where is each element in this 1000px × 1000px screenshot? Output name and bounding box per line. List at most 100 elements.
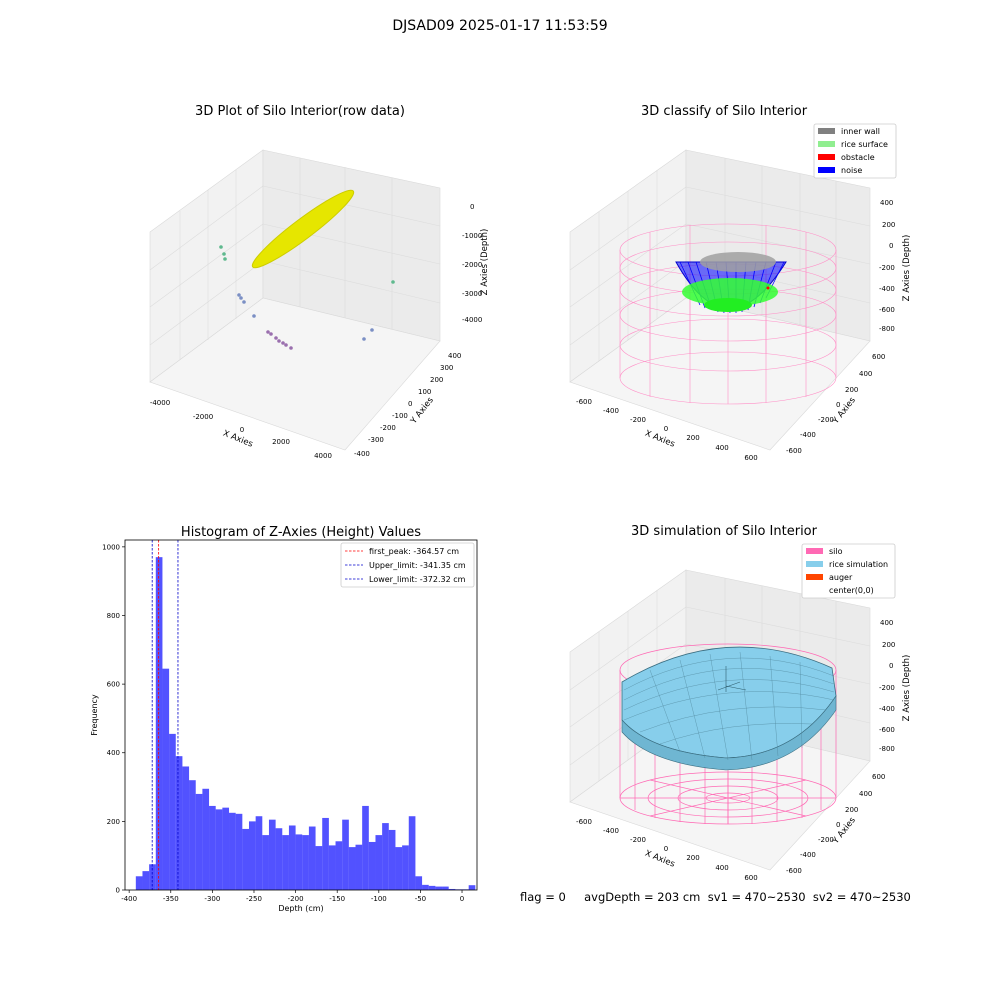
- histogram-bar: [335, 841, 343, 890]
- raw-z-tick: -2000: [462, 261, 482, 269]
- histogram-x-tick-label: -400: [121, 895, 137, 903]
- legend-swatch-silo: [806, 548, 823, 554]
- histogram-y-tick-label: 800: [107, 612, 120, 620]
- classify-3d-plot: -600 -400 -200 0 200 400 600 600 400 200…: [569, 123, 912, 462]
- simulation-y-tick: 400: [859, 790, 872, 798]
- legend-label-auger: auger: [829, 573, 853, 582]
- raw-plot-title: 3D Plot of Silo Interior(row data): [195, 104, 405, 119]
- simulation-rice-surface: [621, 646, 837, 771]
- classify-y-tick: 200: [845, 386, 858, 394]
- classify-y-tick: -200: [818, 416, 834, 424]
- legend-label-noise: noise: [841, 166, 862, 175]
- classify-y-tick: 400: [859, 370, 872, 378]
- histogram-bar: [255, 816, 263, 890]
- histogram-bar: [348, 847, 356, 890]
- histogram-x-tick-label: -100: [371, 895, 387, 903]
- histogram-y-tick-label: 0: [116, 887, 120, 895]
- raw-y-axis-label: Y Axies: [408, 395, 436, 427]
- histogram-bar: [155, 557, 163, 890]
- raw-x-tick: -2000: [193, 413, 213, 421]
- simulation-x-tick: 400: [715, 864, 728, 872]
- histogram-bar: [248, 821, 256, 890]
- legend-label-lower-limit: Lower_limit: -372.32 cm: [369, 575, 466, 584]
- simulation-plot-title: 3D simulation of Silo Interior: [631, 524, 817, 539]
- histogram-bar: [468, 885, 476, 890]
- histogram-bar: [422, 884, 429, 890]
- raw-y-tick: 400: [448, 352, 461, 360]
- histogram-bar: [268, 819, 276, 890]
- classify-z-axis-label: Z Axies (Depth): [902, 235, 912, 302]
- legend-swatch-inner-wall: [818, 128, 835, 134]
- classify-z-tick: -600: [879, 306, 895, 314]
- raw-z-tick: 0: [470, 203, 474, 211]
- histogram-bar: [375, 835, 383, 890]
- classify-legend: inner wall rice surface obstacle noise: [813, 123, 897, 179]
- raw-y-tick: 100: [418, 388, 431, 396]
- classify-y-tick: 600: [872, 353, 885, 361]
- simulation-x-tick: -200: [630, 836, 646, 844]
- histogram-y-ticks: 0 200 400 600 800 1000: [102, 543, 125, 895]
- histogram-bar: [395, 847, 403, 890]
- histogram-y-tick-label: 1000: [102, 543, 120, 551]
- raw-x-tick: 0: [240, 426, 244, 434]
- legend-swatch-rice-surface: [818, 141, 835, 147]
- histogram-bar: [175, 756, 183, 890]
- legend-swatch-auger: [806, 574, 823, 580]
- raw-y-tick: 300: [440, 364, 453, 372]
- raw-y-tick: 200: [430, 376, 443, 384]
- simulation-z-tick: -400: [879, 705, 895, 713]
- classify-x-tick: 0: [664, 425, 668, 433]
- histogram-bar: [275, 828, 283, 890]
- simulation-x-tick: 600: [744, 874, 757, 882]
- raw-3d-axes-box: [149, 149, 441, 451]
- histogram-bar: [135, 876, 143, 890]
- histogram-bar: [402, 845, 409, 890]
- raw-x-tick: -4000: [150, 399, 170, 407]
- histogram-x-axis-label: Depth (cm): [278, 904, 323, 913]
- raw-x-axis-label: X Axies: [221, 429, 254, 450]
- histogram-y-tick-label: 600: [107, 681, 120, 689]
- histogram-bar: [362, 805, 369, 890]
- histogram-bar: [322, 817, 329, 890]
- simulation-z-tick: 400: [880, 619, 893, 627]
- histogram-title: Histogram of Z-Axies (Height) Values: [181, 525, 421, 540]
- histogram-bar: [288, 825, 296, 890]
- histogram-x-tick-label: -350: [163, 895, 179, 903]
- histogram-y-axis-label: Frequency: [90, 694, 99, 736]
- classify-scan-points: [675, 252, 787, 314]
- classify-x-tick: -600: [576, 398, 592, 406]
- classify-x-tick: -400: [603, 407, 619, 415]
- simulation-z-axis-label: Z Axies (Depth): [902, 655, 912, 722]
- simulation-y-tick: 200: [845, 806, 858, 814]
- raw-z-tick: -3000: [462, 290, 482, 298]
- histogram-bar: [415, 876, 423, 890]
- histogram-y-tick-label: 400: [107, 749, 120, 757]
- histogram-chart: Histogram of Z-Axies (Height) Values -40…: [90, 525, 478, 913]
- classify-z-tick: -800: [879, 325, 895, 333]
- legend-swatch-rice-simulation: [806, 561, 823, 567]
- raw-y-tick: -300: [368, 436, 384, 444]
- histogram-x-tick-label: 0: [460, 895, 464, 903]
- raw-3d-points: [219, 189, 395, 350]
- histogram-bar: [388, 829, 396, 890]
- histogram-x-tick-label: -200: [288, 895, 304, 903]
- simulation-z-tick: 200: [882, 641, 895, 649]
- simulation-z-tick: -800: [879, 745, 895, 753]
- classify-z-tick: -200: [879, 264, 895, 272]
- classify-x-tick: -200: [630, 416, 646, 424]
- raw-y-tick: -100: [392, 412, 408, 420]
- classify-z-tick: 200: [882, 221, 895, 229]
- legend-label-rice-surface: rice surface: [841, 140, 888, 149]
- histogram-bar: [142, 871, 150, 890]
- histogram-bar: [182, 766, 190, 890]
- histogram-bar: [428, 885, 436, 890]
- simulation-x-axis-label: X Axies: [643, 849, 676, 870]
- classify-z-tick: 400: [880, 199, 893, 207]
- histogram-bar: [282, 835, 289, 890]
- raw-3d-ticks: -4000 -2000 0 2000 4000 400 300 200 100 …: [150, 203, 483, 460]
- histogram-bar: [408, 816, 416, 890]
- histogram-x-ticks: -400 -350 -300 -250 -200 -150 -100 -50 0: [121, 890, 464, 903]
- histogram-bar: [209, 805, 216, 890]
- classify-plot-title: 3D classify of Silo Interior: [640, 104, 808, 119]
- simulation-x-tick: -600: [576, 818, 592, 826]
